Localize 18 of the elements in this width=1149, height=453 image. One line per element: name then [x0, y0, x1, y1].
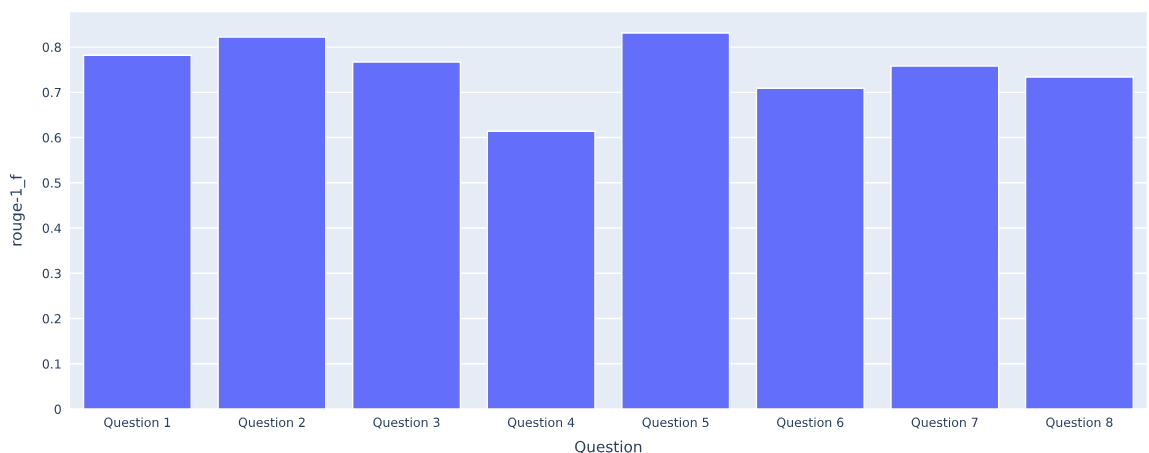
- x-tick-label: Question 6: [777, 417, 844, 429]
- y-tick-label: 0.2: [42, 314, 61, 324]
- y-tick-label: 0.7: [42, 87, 61, 98]
- x-tick-label: Question 3: [373, 417, 440, 429]
- y-tick-label: 0.5: [42, 178, 61, 188]
- y-tick-label: 0: [54, 404, 61, 414]
- x-tick-label: Question 2: [238, 417, 305, 429]
- y-tick-label: 0.4: [42, 223, 62, 233]
- y-axis-title: rouge-1_f: [10, 174, 26, 246]
- x-tick-label: Question 4: [507, 417, 575, 429]
- x-tick-label: Question 7: [911, 417, 978, 429]
- y-tick-label: 0.6: [42, 133, 61, 143]
- x-tick-label: Question 1: [104, 417, 171, 429]
- x-tick-label: Question 8: [1046, 417, 1113, 429]
- y-tick-label: 0.1: [42, 359, 61, 369]
- y-tick-label: 0.8: [42, 42, 61, 52]
- y-tick-label: 0.3: [42, 268, 61, 279]
- x-tick-label: Question 5: [642, 417, 709, 429]
